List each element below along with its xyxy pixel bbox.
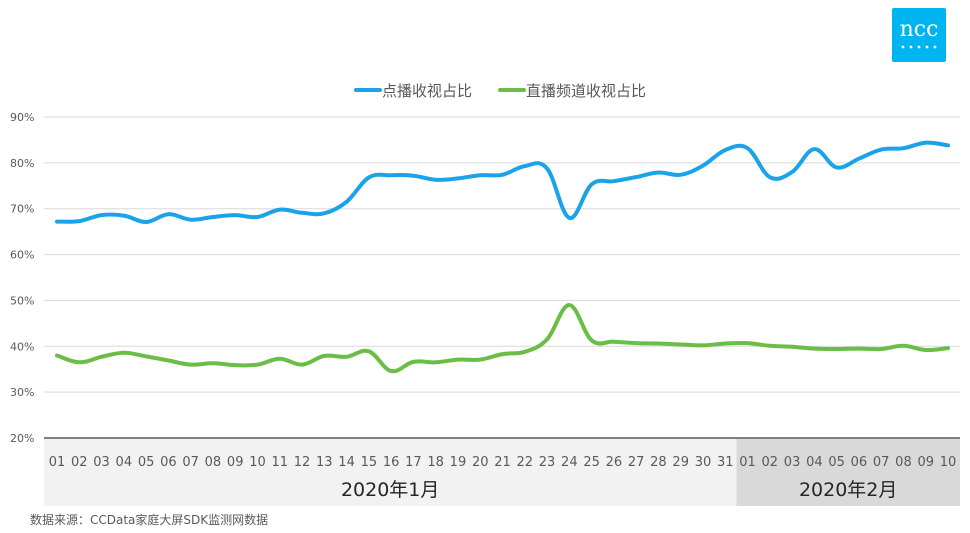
month-label: 2020年2月 (799, 479, 897, 501)
y-tick-label: 30% (10, 386, 34, 399)
series-line-live (55, 302, 950, 374)
x-tick-label: 07 (182, 455, 199, 470)
x-tick-label: 08 (205, 455, 222, 470)
x-tick-label: 09 (917, 455, 934, 470)
y-tick-label: 20% (10, 432, 34, 445)
x-tick-label: 18 (427, 455, 444, 470)
x-tick-label: 23 (539, 455, 556, 470)
month-band (44, 439, 737, 506)
legend-label: 点播收视占比 (382, 82, 472, 100)
logo-dot (925, 45, 929, 49)
x-tick-label: 04 (806, 455, 823, 470)
x-tick-label: 21 (494, 455, 511, 470)
logo-text: ncc (900, 17, 939, 42)
logo-dot (909, 45, 913, 49)
x-tick-label: 13 (316, 455, 333, 470)
x-tick-label: 15 (361, 455, 378, 470)
series-lines (55, 140, 950, 374)
month-label: 2020年1月 (341, 479, 439, 501)
x-tick-label: 24 (561, 455, 578, 470)
x-tick-label: 11 (271, 455, 288, 470)
x-tick-label: 01 (49, 455, 66, 470)
x-axis-group-labels: 2020年1月 2020年2月 (341, 479, 897, 501)
legend-label: 直播频道收视占比 (526, 82, 646, 100)
source-note: 数据来源：CCData家庭大屏SDK监测网数据 (30, 512, 268, 527)
x-tick-label: 03 (784, 455, 801, 470)
legend: 点播收视占比 直播频道收视占比 (354, 82, 646, 100)
y-tick-label: 40% (10, 340, 34, 353)
y-tick-label: 70% (10, 203, 34, 216)
x-tick-label: 26 (606, 455, 623, 470)
x-tick-label: 28 (650, 455, 667, 470)
x-tick-label: 06 (160, 455, 177, 470)
logo-dot (933, 45, 937, 49)
x-tick-label: 16 (383, 455, 400, 470)
y-tick-label: 50% (10, 294, 34, 307)
x-tick-label: 12 (294, 455, 311, 470)
x-tick-label: 06 (851, 455, 868, 470)
series-line-vod (55, 140, 950, 224)
x-tick-label: 30 (695, 455, 712, 470)
month-band (736, 439, 960, 506)
x-tick-label: 14 (338, 455, 355, 470)
x-tick-label: 07 (873, 455, 890, 470)
x-tick-label: 20 (472, 455, 489, 470)
y-tick-label: 80% (10, 157, 34, 170)
x-tick-label: 09 (227, 455, 244, 470)
x-tick-label: 01 (739, 455, 756, 470)
x-tick-label: 22 (517, 455, 534, 470)
x-tick-label: 02 (71, 455, 88, 470)
y-tick-label: 60% (10, 249, 34, 262)
y-tick-label: 90% (10, 111, 34, 124)
x-tick-label: 08 (895, 455, 912, 470)
x-tick-label: 05 (138, 455, 155, 470)
x-tick-label: 04 (116, 455, 133, 470)
x-tick-label: 10 (940, 455, 957, 470)
logo-dot (901, 45, 905, 49)
logo-dot (917, 45, 921, 49)
x-tick-label: 05 (828, 455, 845, 470)
x-axis-group-bands (44, 439, 960, 506)
x-axis-ticks: 01 02 03 04 05 06 07 08 09 10 11 12 13 14 15 16 17 18 19 20… (49, 455, 957, 470)
x-tick-label: 31 (717, 455, 734, 470)
x-tick-label: 19 (450, 455, 467, 470)
x-tick-label: 10 (249, 455, 266, 470)
x-tick-label: 02 (762, 455, 779, 470)
x-tick-label: 27 (628, 455, 645, 470)
y-axis-ticks: 20% 30% 40% 50% 60% 70% 80% 90% (10, 111, 34, 445)
x-tick-label: 17 (405, 455, 422, 470)
x-tick-label: 25 (583, 455, 600, 470)
x-tick-label: 03 (93, 455, 110, 470)
x-tick-label: 29 (672, 455, 689, 470)
ncc-logo: ncc (892, 8, 946, 62)
